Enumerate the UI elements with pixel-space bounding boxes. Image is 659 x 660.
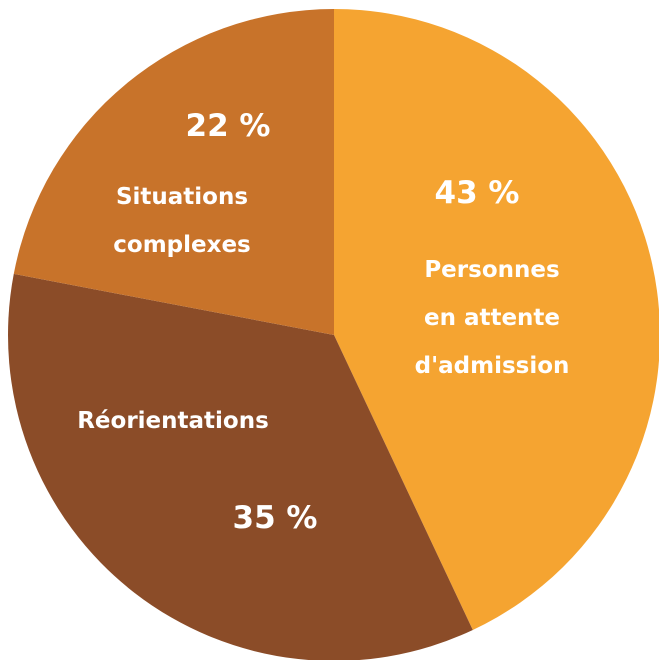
- slice-label: Situations complexes: [113, 184, 251, 258]
- value-label: 35 %: [232, 500, 318, 536]
- pie-slice: [8, 273, 473, 660]
- value-label: 43 %: [434, 175, 520, 211]
- slice-label: Réorientations: [77, 408, 269, 434]
- pie-slice: [13, 9, 335, 335]
- pie-slice: [334, 9, 659, 630]
- value-label: 22 %: [185, 108, 271, 144]
- slice-label: Personnes en attente d'admission: [414, 257, 570, 379]
